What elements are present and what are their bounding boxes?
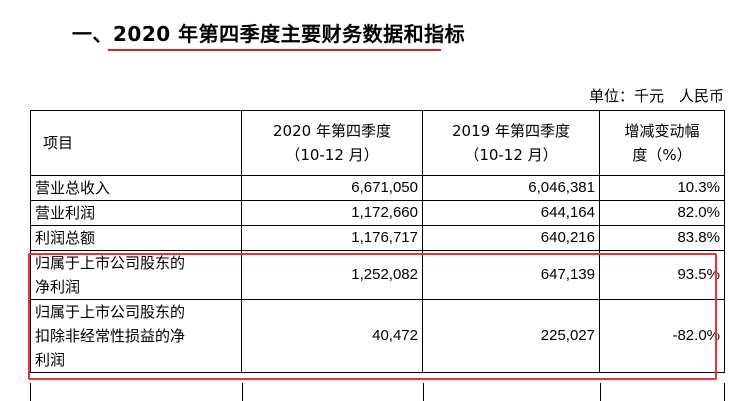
row-item: 营业利润 (30, 200, 242, 226)
row-item: 归属于上市公司股东的 净利润 (30, 250, 242, 300)
section-prefix: 一、 (72, 22, 113, 46)
header-q4-2019-line2: （10-12 月） (464, 146, 558, 164)
row-item: 归属于上市公司股东的 扣除非经常性损益的净 利润 (30, 299, 242, 373)
header-q4-2020-line1: 2020 年第四季度 (273, 122, 391, 140)
cell-q4-2020: 1,172,660 (241, 200, 423, 226)
row-item: 营业总收入 (30, 175, 242, 201)
row-item-line: 扣除非经常性损益的净 (35, 327, 186, 345)
header-q4-2020: 2020 年第四季度 （10-12 月） (241, 110, 423, 176)
cell-change: 10.3% (599, 175, 725, 201)
section-title: 一、2020 年第四季度主要财务数据和指标 (72, 18, 465, 47)
column-divider (242, 383, 243, 401)
title-underline (108, 49, 441, 51)
column-divider (724, 383, 725, 401)
table-row: 利润总额 1,176,717 640,216 83.8% (30, 225, 725, 251)
table-row: 归属于上市公司股东的 扣除非经常性损益的净 利润 40,472 225,027 … (30, 299, 725, 373)
cell-change: 83.8% (599, 225, 725, 251)
table-cutoff-row (30, 383, 725, 401)
column-divider (423, 383, 424, 401)
table-row: 营业利润 1,172,660 644,164 82.0% (30, 200, 725, 226)
cell-q4-2020: 6,671,050 (241, 175, 423, 201)
table-row: 营业总收入 6,671,050 6,046,381 10.3% (30, 175, 725, 201)
header-q4-2020-line2: （10-12 月） (285, 146, 379, 164)
cell-change: 82.0% (599, 200, 725, 226)
header-change-line1: 增减变动幅 (624, 122, 700, 140)
cell-q4-2019: 6,046,381 (422, 175, 600, 201)
header-change: 增减变动幅 度（%） (599, 110, 725, 176)
cell-q4-2019: 640,216 (422, 225, 600, 251)
row-item-line: 归属于上市公司股东的 (35, 303, 186, 321)
cell-change: 93.5% (599, 250, 725, 300)
cell-q4-2019: 647,139 (422, 250, 600, 300)
row-item: 利润总额 (30, 225, 242, 251)
header-q4-2019: 2019 年第四季度 （10-12 月） (422, 110, 600, 176)
cell-q4-2020: 1,176,717 (241, 225, 423, 251)
table-row: 归属于上市公司股东的 净利润 1,252,082 647,139 93.5% (30, 250, 725, 300)
financial-table: 项目 2020 年第四季度 （10-12 月） 2019 年第四季度 （10-1… (30, 110, 725, 373)
cell-q4-2020: 40,472 (241, 299, 423, 373)
column-divider (600, 383, 601, 401)
cell-q4-2019: 225,027 (422, 299, 600, 373)
row-item-line: 利润 (35, 351, 66, 369)
header-change-line2: 度（%） (632, 146, 692, 164)
row-item-line: 归属于上市公司股东的 (35, 254, 186, 272)
unit-label: 单位：千元 人民币 (588, 87, 724, 105)
row-item-line: 净利润 (35, 278, 81, 296)
header-item: 项目 (30, 110, 242, 176)
section-title-text: 2020 年第四季度主要财务数据和指标 (113, 22, 466, 46)
cell-change: -82.0% (599, 299, 725, 373)
cell-q4-2020: 1,252,082 (241, 250, 423, 300)
header-q4-2019-line1: 2019 年第四季度 (452, 122, 570, 140)
cell-q4-2019: 644,164 (422, 200, 600, 226)
table-header-row: 项目 2020 年第四季度 （10-12 月） 2019 年第四季度 （10-1… (30, 110, 725, 176)
